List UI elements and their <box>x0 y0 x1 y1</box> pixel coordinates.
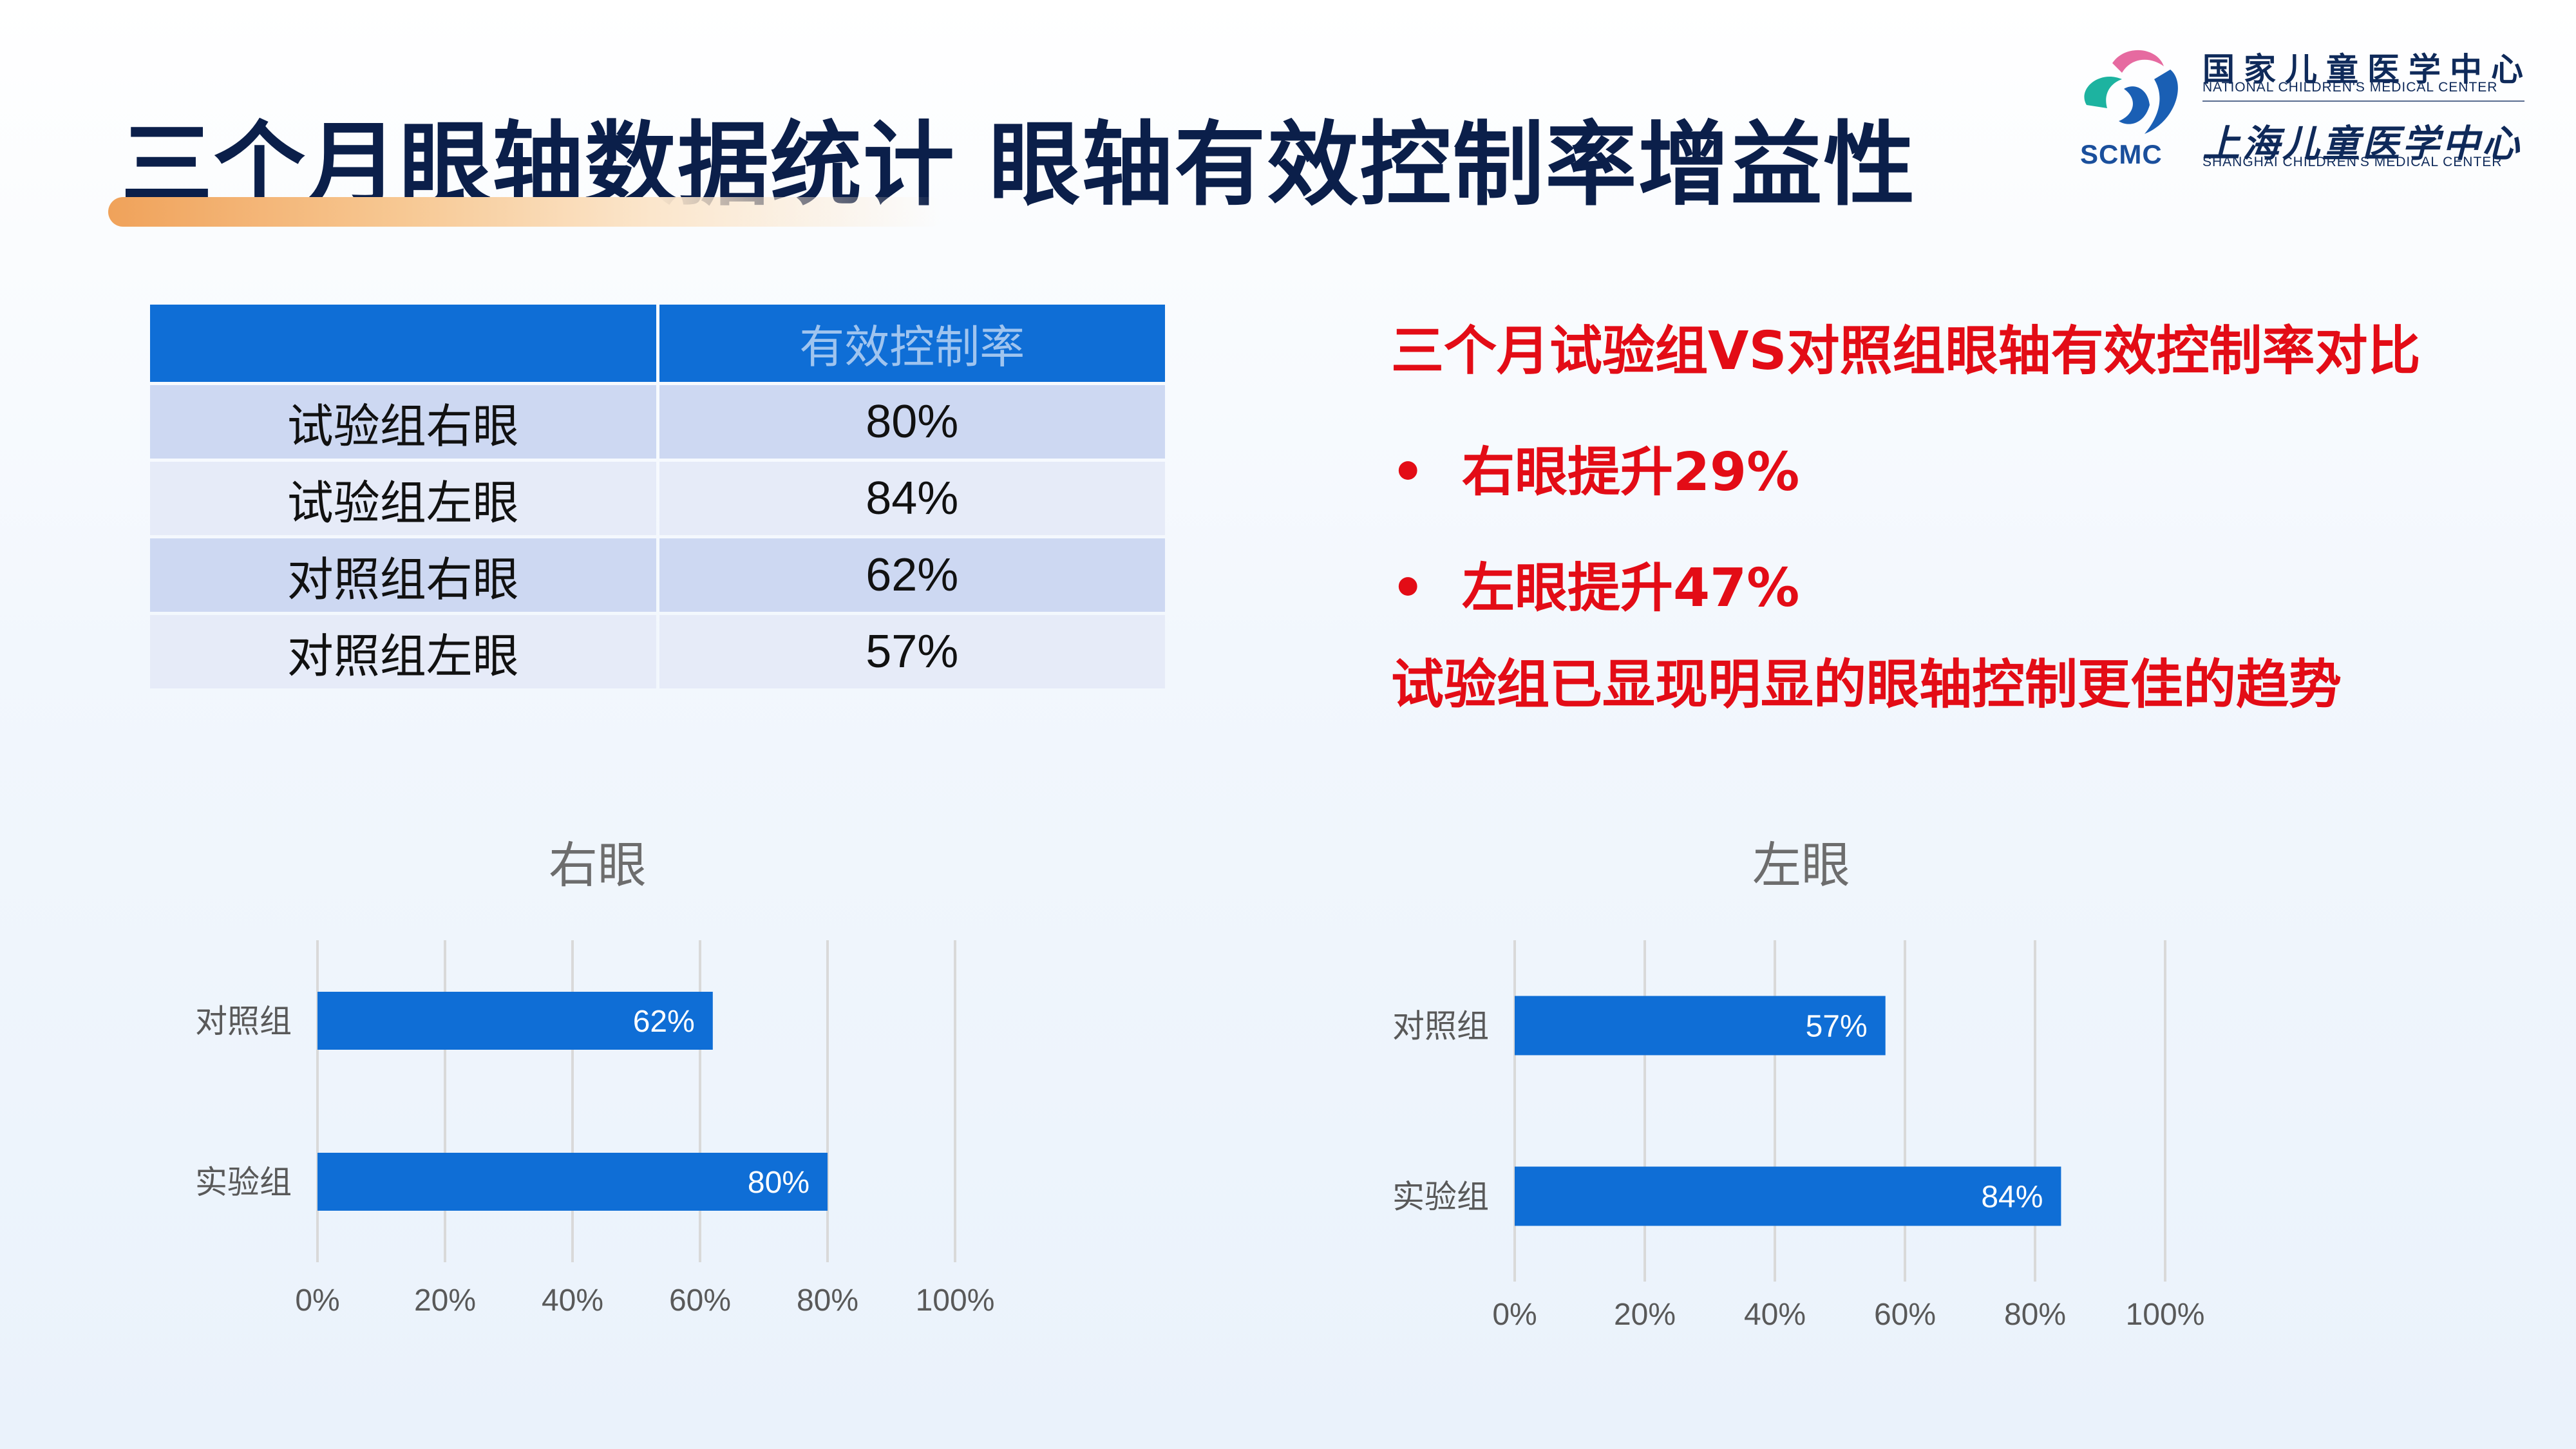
left-eye-chart: 左眼 0% 20% 40% 60% 80% 100% 对照组 57% 实验组 84% <box>1359 824 2389 1340</box>
comparison-panel: 三个月试验组VS对照组眼轴有效控制率对比 • 右眼提升29% • 左眼提升47% 试… <box>1391 308 2421 715</box>
row-label: 试验组右眼 <box>150 385 656 459</box>
logo-divider <box>2202 100 2524 102</box>
logo-abbreviation: SCMC <box>2080 139 2163 169</box>
category-label: 实验组 <box>1392 1179 1489 1216</box>
tick-label: 80% <box>2004 1298 2066 1332</box>
category-label: 对照组 <box>1392 1008 1489 1045</box>
row-value: 80% <box>659 385 1165 459</box>
bullet-text: 左眼提升47% <box>1462 558 1800 619</box>
bullet-text: 右眼提升29% <box>1462 442 1800 503</box>
row-label: 对照组右眼 <box>150 538 656 612</box>
tick-label: 20% <box>1614 1298 1676 1332</box>
table-row: 对照组左眼 57% <box>150 615 1165 688</box>
logo-national-cn: 国家儿童医学中心 <box>2202 51 2532 88</box>
table-header-empty <box>150 305 656 382</box>
tick-label: 80% <box>797 1283 858 1318</box>
row-value: 84% <box>659 462 1165 535</box>
right-eye-chart-svg: 右眼 0% 20% 40% 60% 80% 100% 对照组 62% 实验组 80% <box>195 837 995 1318</box>
tick-label: 0% <box>295 1283 339 1318</box>
title-underline-bar <box>108 197 945 227</box>
comparison-bullet-right-eye: • 右眼提升29% <box>1391 429 1799 506</box>
category-label: 实验组 <box>195 1164 292 1201</box>
data-label: 84% <box>1981 1180 2043 1215</box>
row-value: 57% <box>659 615 1165 688</box>
logo-shanghai-en: SHANGHAI CHILDREN'S MEDICAL CENTER <box>2202 155 2503 169</box>
bar <box>317 1153 828 1211</box>
left-eye-chart-svg: 左眼 0% 20% 40% 60% 80% 100% 对照组 57% 实验组 84% <box>1392 837 2205 1332</box>
table-row: 对照组右眼 62% <box>150 538 1165 612</box>
tick-label: 40% <box>1744 1298 1806 1332</box>
tick-label: 60% <box>1874 1298 1936 1332</box>
chart-title: 左眼 <box>1752 837 1850 894</box>
tick-label: 100% <box>2126 1298 2205 1332</box>
tick-label: 100% <box>916 1283 995 1318</box>
comparison-conclusion: 试验组已显现明显的眼轴控制更佳的趋势 <box>1391 654 2342 715</box>
right-eye-chart: 右眼 0% 20% 40% 60% 80% 100% 对照组 62% 实验组 80% <box>161 824 1191 1340</box>
row-label: 对照组左眼 <box>150 615 656 688</box>
table-row: 试验组左眼 84% <box>150 462 1165 535</box>
bar <box>1515 996 1886 1056</box>
control-rate-table: 有效控制率 试验组右眼 80% 试验组左眼 84% 对照组右眼 62% 对照组左… <box>147 301 1168 692</box>
tick-label: 40% <box>542 1283 603 1318</box>
chart-title: 右眼 <box>549 837 647 894</box>
row-value: 62% <box>659 538 1165 612</box>
table-header-row: 有效控制率 <box>150 305 1165 382</box>
bar <box>1515 1166 2061 1226</box>
data-label: 80% <box>748 1166 810 1200</box>
bullet-dot: • <box>1391 558 1425 619</box>
data-label: 57% <box>1806 1010 1868 1044</box>
data-label: 62% <box>633 1005 695 1039</box>
table-row: 试验组右眼 80% <box>150 385 1165 459</box>
row-label: 试验组左眼 <box>150 462 656 535</box>
bullet-dot: • <box>1391 442 1425 503</box>
logo-shanghai-cn: 上海儿童医学中心 <box>2202 122 2523 166</box>
comparison-title: 三个月试验组VS对照组眼轴有效控制率对比 <box>1391 321 2421 382</box>
scmc-logo-icon <box>2084 50 2178 134</box>
comparison-bullet-left-eye: • 左眼提升47% <box>1391 545 1799 621</box>
category-label: 对照组 <box>195 1003 292 1040</box>
scmc-logo: SCMC 国家儿童医学中心 NATIONAL CHILDREN'S MEDICA… <box>2074 44 2524 179</box>
table-header-rate: 有效控制率 <box>659 305 1165 382</box>
tick-label: 0% <box>1492 1298 1537 1332</box>
tick-label: 20% <box>414 1283 476 1318</box>
tick-label: 60% <box>669 1283 731 1318</box>
bar <box>317 992 713 1050</box>
logo-national-en: NATIONAL CHILDREN'S MEDICAL CENTER <box>2202 80 2498 95</box>
